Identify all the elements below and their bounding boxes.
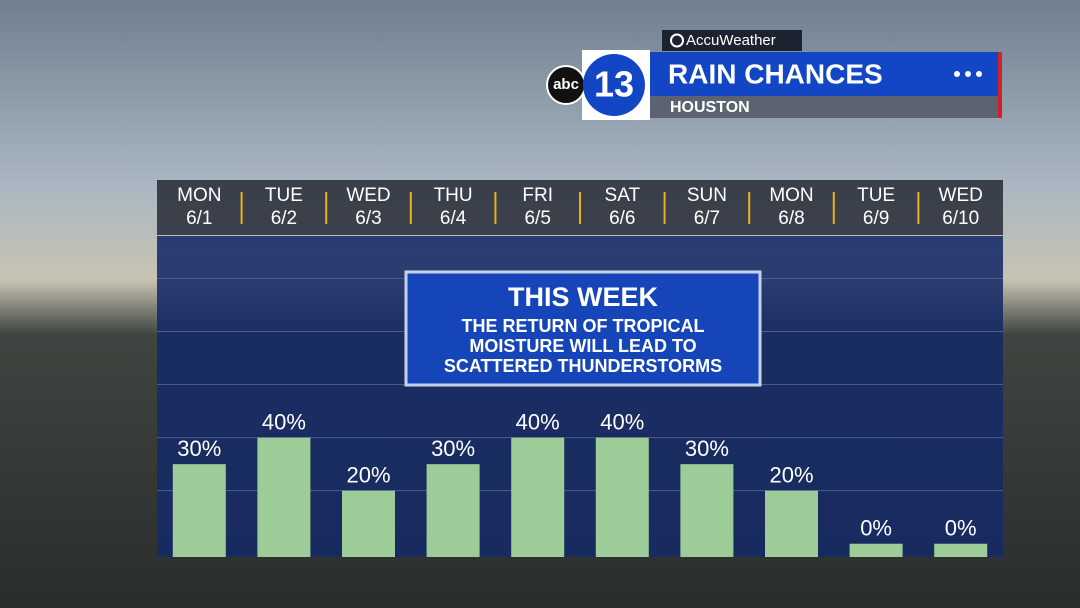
date-label: 6/5	[524, 208, 550, 229]
logo-13	[583, 54, 645, 116]
date-label: 6/9	[863, 208, 889, 229]
annotation-box	[404, 270, 762, 387]
day-label: MON	[177, 185, 221, 206]
bar	[426, 464, 480, 557]
date-label: 6/8	[778, 208, 804, 229]
date-label: 6/4	[440, 208, 467, 229]
bar	[765, 490, 818, 557]
date-label: 6/6	[609, 208, 635, 229]
day-label: TUE	[857, 185, 895, 206]
annotation-line: SCATTERED THUNDERSTORMS	[444, 356, 722, 376]
day-label: WED	[939, 185, 983, 206]
value-label: 40%	[262, 409, 306, 434]
bar	[934, 543, 988, 557]
value-label: 0%	[945, 516, 977, 541]
menu-dot[interactable]	[965, 71, 971, 77]
logo-abc-text: abc	[553, 76, 579, 93]
title-bar	[648, 52, 1000, 96]
day-label: WED	[346, 185, 390, 206]
value-label: 40%	[516, 409, 560, 434]
value-label: 30%	[431, 436, 475, 461]
brand: AccuWeather	[686, 32, 776, 49]
menu-dot[interactable]	[954, 71, 960, 77]
bar	[849, 543, 903, 557]
annotation-title: THIS WEEK	[508, 282, 659, 312]
title: RAIN CHANCES	[668, 58, 883, 89]
date-label: 6/1	[186, 208, 212, 229]
brand-icon	[670, 33, 684, 48]
bar	[172, 464, 226, 557]
date-label: 6/3	[355, 208, 381, 229]
day-label: MON	[769, 185, 813, 206]
menu-dot[interactable]	[976, 71, 982, 77]
location: HOUSTON	[670, 99, 750, 116]
logo-13-text: 13	[594, 64, 634, 105]
value-label: 20%	[346, 462, 390, 487]
value-label: 30%	[685, 436, 729, 461]
annotation-line: THE RETURN OF TROPICAL	[462, 316, 705, 336]
bar	[257, 437, 311, 557]
bar	[342, 490, 395, 557]
value-label: 0%	[860, 516, 892, 541]
bar	[680, 464, 734, 557]
day-label: SAT	[605, 185, 641, 206]
date-label: 6/7	[694, 208, 720, 229]
day-label: THU	[434, 185, 473, 206]
value-label: 20%	[769, 462, 813, 487]
brand-badge	[662, 30, 802, 51]
day-label: SUN	[687, 185, 727, 206]
day-label: TUE	[265, 185, 303, 206]
bar	[595, 437, 649, 557]
value-label: 40%	[600, 409, 644, 434]
annotation-line: MOISTURE WILL LEAD TO	[469, 336, 696, 356]
bar	[511, 437, 565, 557]
date-label: 6/2	[271, 208, 297, 229]
subtitle-bar	[648, 96, 998, 118]
date-label: 6/10	[942, 208, 979, 229]
value-label: 30%	[177, 436, 221, 461]
title-accent	[998, 52, 1002, 118]
day-label: FRI	[522, 185, 553, 206]
